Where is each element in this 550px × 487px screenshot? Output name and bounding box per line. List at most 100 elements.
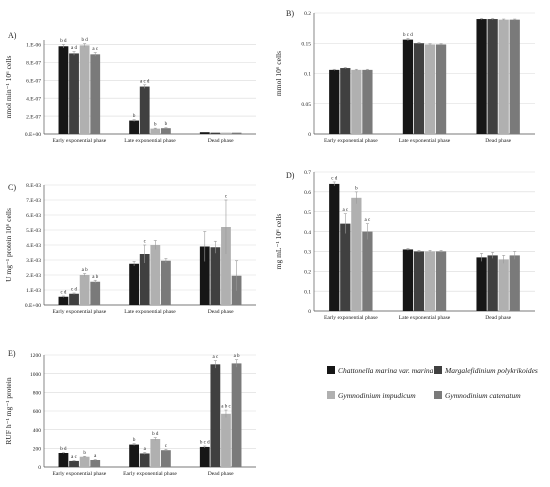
significance-label: b d — [60, 447, 67, 452]
bar — [199, 446, 210, 467]
bar — [129, 444, 139, 467]
bar — [329, 69, 340, 134]
bar — [139, 254, 150, 305]
y-tick-label: 1000 — [30, 372, 41, 378]
significance-label: a b — [234, 354, 240, 359]
bar — [509, 19, 520, 135]
bar — [199, 132, 210, 134]
chart-panel: E) 0 200 400 600 800 1000 1200 RUF h⁻¹ mg⁻¹ prot… — [4, 349, 256, 477]
bar — [435, 44, 447, 134]
bar — [509, 255, 520, 311]
bar — [221, 227, 231, 305]
y-axis-title: mmol 10⁶ cells — [274, 51, 283, 96]
panel-label: A) — [8, 31, 17, 40]
bar — [210, 132, 221, 134]
significance-label: c — [165, 444, 168, 449]
y-tick-label: 0.2 — [304, 11, 311, 17]
y-tick-label: 0.4 — [304, 230, 311, 236]
x-tick-label: Early exponential phase — [52, 471, 106, 477]
y-tick-label: 4.E-03 — [26, 243, 41, 249]
bar — [129, 263, 139, 305]
significance-label: c d — [331, 176, 337, 181]
bar — [231, 132, 242, 134]
bar — [498, 19, 509, 135]
bar — [139, 86, 150, 134]
x-tick-label: Dead phase — [208, 138, 234, 144]
y-tick-label: 0.5 — [304, 210, 311, 216]
bar — [476, 19, 487, 134]
y-axis-title: nmol min⁻¹ 10⁶ cells — [4, 56, 13, 119]
bar — [329, 183, 340, 311]
x-tick-label: Dead phase — [485, 138, 511, 144]
significance-label: b d — [152, 432, 159, 437]
y-tick-label: 0.15 — [301, 41, 311, 47]
y-tick-label: 0.1 — [304, 289, 311, 295]
bar — [231, 363, 242, 467]
bar — [424, 44, 436, 134]
bar — [221, 132, 231, 134]
y-tick-label: 2.E-07 — [26, 114, 41, 120]
significance-label: a c — [342, 208, 348, 213]
y-tick-label: 8.E-03 — [26, 183, 41, 189]
y-axis-title: U mg⁻¹ protein 10⁶ cells — [4, 208, 13, 282]
y-tick-label: 0.1 — [304, 72, 311, 78]
y-tick-label: 0.E+00 — [25, 132, 41, 138]
x-tick-label: Early exponential phase — [324, 315, 378, 321]
x-tick-label: Early exponential phase — [324, 138, 378, 144]
bar — [413, 43, 425, 134]
bar — [351, 197, 362, 311]
significance-label: b c d — [200, 441, 210, 446]
bar — [340, 68, 351, 134]
significance-label: a b c — [221, 405, 231, 410]
y-tick-label: 200 — [33, 447, 42, 453]
bar — [362, 231, 373, 311]
y-tick-label: 1200 — [30, 353, 41, 359]
legend-swatch — [434, 391, 442, 399]
bar — [139, 453, 150, 467]
chart-panel: C) 0.E+00 1.E-03 2.E-03 3.E-03 4.E-03 5.E-03 6.… — [4, 183, 256, 315]
x-tick-label: Early exponential phase — [52, 138, 106, 144]
y-tick-label: 600 — [33, 409, 42, 415]
bar — [487, 19, 498, 134]
bar — [90, 281, 101, 305]
bar — [90, 54, 101, 135]
bar — [79, 45, 90, 134]
significance-label: a c — [92, 47, 98, 52]
bar — [161, 128, 171, 134]
significance-label: a b — [92, 275, 98, 280]
bar — [79, 456, 90, 467]
panel-label: D) — [286, 171, 295, 180]
y-tick-label: 0.05 — [301, 102, 311, 108]
bar — [402, 249, 414, 311]
y-tick-label: 3.E-03 — [26, 258, 41, 264]
legend-swatch — [327, 366, 335, 374]
significance-label: c d — [60, 291, 66, 296]
x-tick-label: Early exponential phase — [52, 309, 106, 315]
bar — [58, 453, 69, 467]
bar — [90, 460, 101, 467]
chart-panel: B) 0 0.05 0.1 0.15 0.2 mmol 10⁶ cells Early exp… — [274, 9, 535, 144]
bar — [498, 259, 509, 311]
bar — [58, 296, 69, 305]
significance-label: b — [355, 186, 358, 191]
significance-label: b — [154, 123, 157, 128]
legend-swatch — [327, 391, 335, 399]
bar — [402, 39, 414, 135]
bar — [69, 460, 79, 467]
bar — [362, 69, 373, 134]
y-tick-label: 0.3 — [304, 250, 311, 256]
legend-label: Chattonella marina var. marina — [338, 366, 434, 375]
significance-label: b — [133, 114, 136, 119]
bar — [413, 251, 425, 311]
significance-label: a c — [71, 455, 77, 460]
y-tick-label: 800 — [33, 391, 42, 397]
x-tick-label: Dead phase — [208, 471, 234, 477]
x-tick-label: Late exponential phase — [399, 315, 451, 321]
y-tick-label: 400 — [33, 428, 42, 434]
significance-label: a c — [365, 218, 371, 223]
x-tick-label: Late exponential phase — [124, 138, 176, 144]
x-tick-label: Dead phase — [208, 309, 234, 315]
y-tick-label: 0 — [38, 465, 41, 471]
significance-label: a c — [213, 355, 219, 360]
bar — [150, 439, 161, 467]
